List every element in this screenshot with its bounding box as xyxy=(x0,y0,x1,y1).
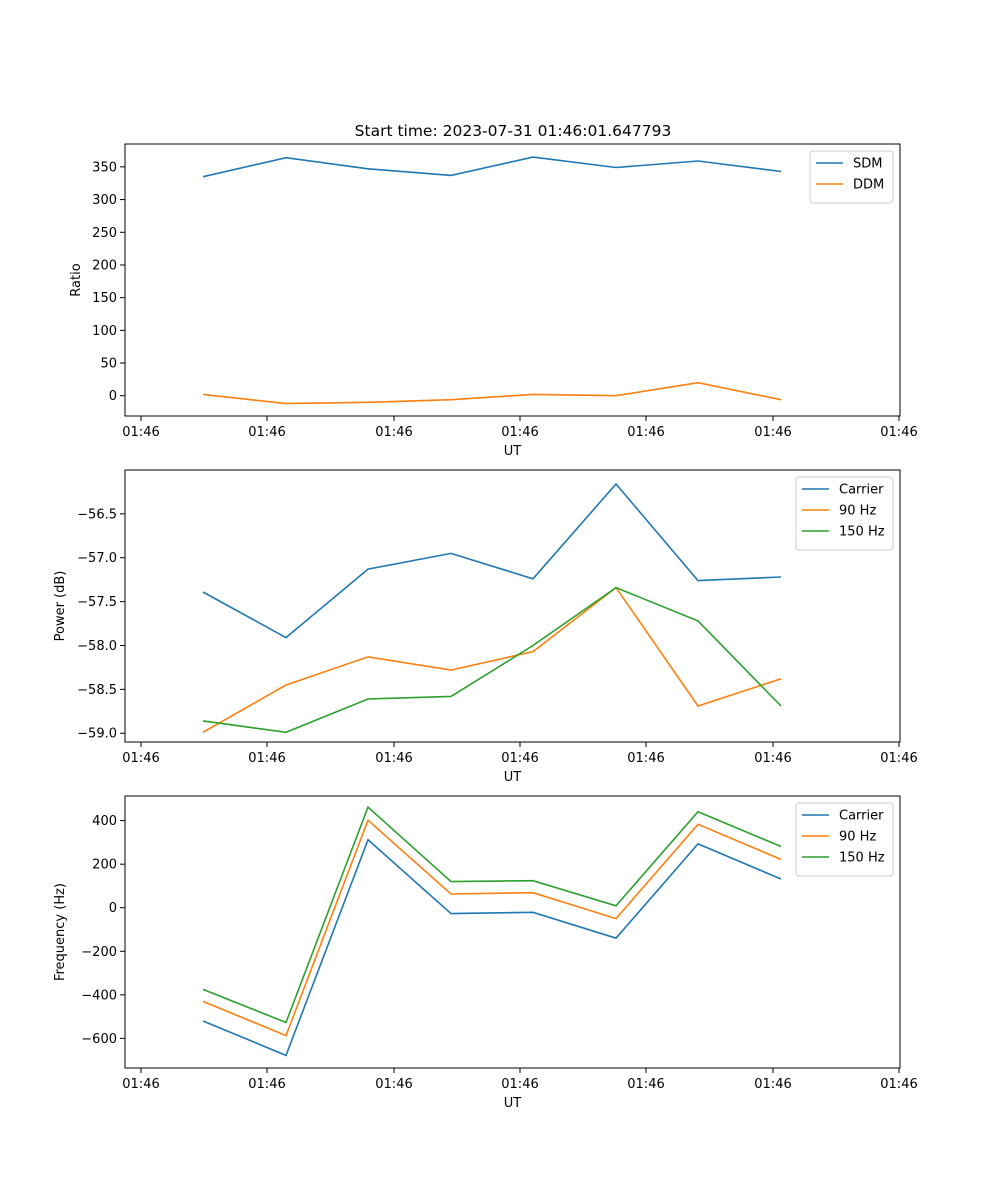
legend-label: 150 Hz xyxy=(839,851,885,866)
x-tick-label: 01:46 xyxy=(627,1077,664,1092)
y-tick-label: −600 xyxy=(81,1032,117,1047)
y-tick-label: 150 xyxy=(92,291,117,306)
axes-frame xyxy=(124,469,901,743)
y-tick-label: 250 xyxy=(92,226,117,241)
y-tick-label: 0 xyxy=(109,901,117,916)
y-tick-label: −58.5 xyxy=(77,683,117,698)
x-axis-label: UT xyxy=(504,444,522,459)
y-axis-label: Ratio xyxy=(69,263,84,296)
legend-label: 90 Hz xyxy=(839,830,876,845)
x-tick-label: 01:46 xyxy=(880,1077,917,1092)
axes-frame xyxy=(124,143,901,417)
y-tick-label: 50 xyxy=(100,357,117,372)
panels: 0 50 100 150 200 250 300 350 01:46 01:46 01:46 01:4… xyxy=(53,143,918,1111)
x-tick-label: 01:46 xyxy=(754,1077,791,1092)
y-tick-label: 400 xyxy=(92,814,117,829)
panel-3: −600 −400 −200 0 200 400 01:46 01:46 01:46 01:46 0… xyxy=(53,795,918,1111)
legend-label: DDM xyxy=(853,178,884,193)
series-line-carrier xyxy=(202,482,782,639)
y-tick-label: 350 xyxy=(92,160,117,175)
y-tick-label: −57.5 xyxy=(77,595,117,610)
y-tick-label: −58.0 xyxy=(77,639,117,654)
legend-label: Carrier xyxy=(839,483,884,498)
x-axis-label: UT xyxy=(504,770,522,785)
x-tick-label: 01:46 xyxy=(754,425,791,440)
y-tick-label: −200 xyxy=(81,945,117,960)
y-tick-label: 200 xyxy=(92,858,117,873)
series-line-ddm xyxy=(202,381,782,405)
y-axis-label: Frequency (Hz) xyxy=(53,883,68,981)
x-tick-label: 01:46 xyxy=(375,425,412,440)
y-tick-label: −59.0 xyxy=(77,727,117,742)
y-tick-label: 0 xyxy=(109,389,117,404)
axes-frame xyxy=(124,795,901,1069)
x-tick-label: 01:46 xyxy=(248,425,285,440)
y-tick-label: −56.5 xyxy=(77,507,117,522)
legend xyxy=(809,150,894,204)
chart-title: Start time: 2023-07-31 01:46:01.647793 xyxy=(355,122,672,140)
y-tick-label: 200 xyxy=(92,258,117,273)
series-line-sdm xyxy=(202,156,782,178)
x-tick-label: 01:46 xyxy=(501,751,538,766)
legend-label: Carrier xyxy=(839,809,884,824)
x-tick-label: 01:46 xyxy=(627,425,664,440)
x-tick-label: 01:46 xyxy=(754,751,791,766)
x-tick-label: 01:46 xyxy=(501,1077,538,1092)
legend-label: SDM xyxy=(853,157,882,172)
y-tick-label: −400 xyxy=(81,988,117,1003)
x-tick-label: 01:46 xyxy=(501,425,538,440)
series-line-90-hz xyxy=(202,818,782,1037)
series-line-90-hz xyxy=(202,586,782,733)
panel-2: −59.0 −58.5 −58.0 −57.5 −57.0 −56.5 01:46 01:46… xyxy=(53,469,918,785)
x-tick-label: 01:46 xyxy=(375,751,412,766)
legend-label: 90 Hz xyxy=(839,504,876,519)
y-tick-label: −57.0 xyxy=(77,551,117,566)
x-axis-label: UT xyxy=(504,1096,522,1111)
x-tick-label: 01:46 xyxy=(122,1077,159,1092)
panel-1: 0 50 100 150 200 250 300 350 01:46 01:46 01:46 01:4… xyxy=(69,143,918,459)
x-tick-label: 01:46 xyxy=(248,751,285,766)
legend-label: 150 Hz xyxy=(839,525,885,540)
x-tick-label: 01:46 xyxy=(375,1077,412,1092)
y-tick-label: 100 xyxy=(92,324,117,339)
x-tick-label: 01:46 xyxy=(122,425,159,440)
x-tick-label: 01:46 xyxy=(122,751,159,766)
x-tick-label: 01:46 xyxy=(627,751,664,766)
x-tick-label: 01:46 xyxy=(248,1077,285,1092)
series-line-carrier xyxy=(202,838,782,1057)
x-tick-label: 01:46 xyxy=(880,425,917,440)
x-tick-label: 01:46 xyxy=(880,751,917,766)
series-line-150-hz xyxy=(202,805,782,1024)
series-line-150-hz xyxy=(202,586,782,734)
y-axis-label: Power (dB) xyxy=(53,571,68,642)
y-tick-label: 300 xyxy=(92,193,117,208)
